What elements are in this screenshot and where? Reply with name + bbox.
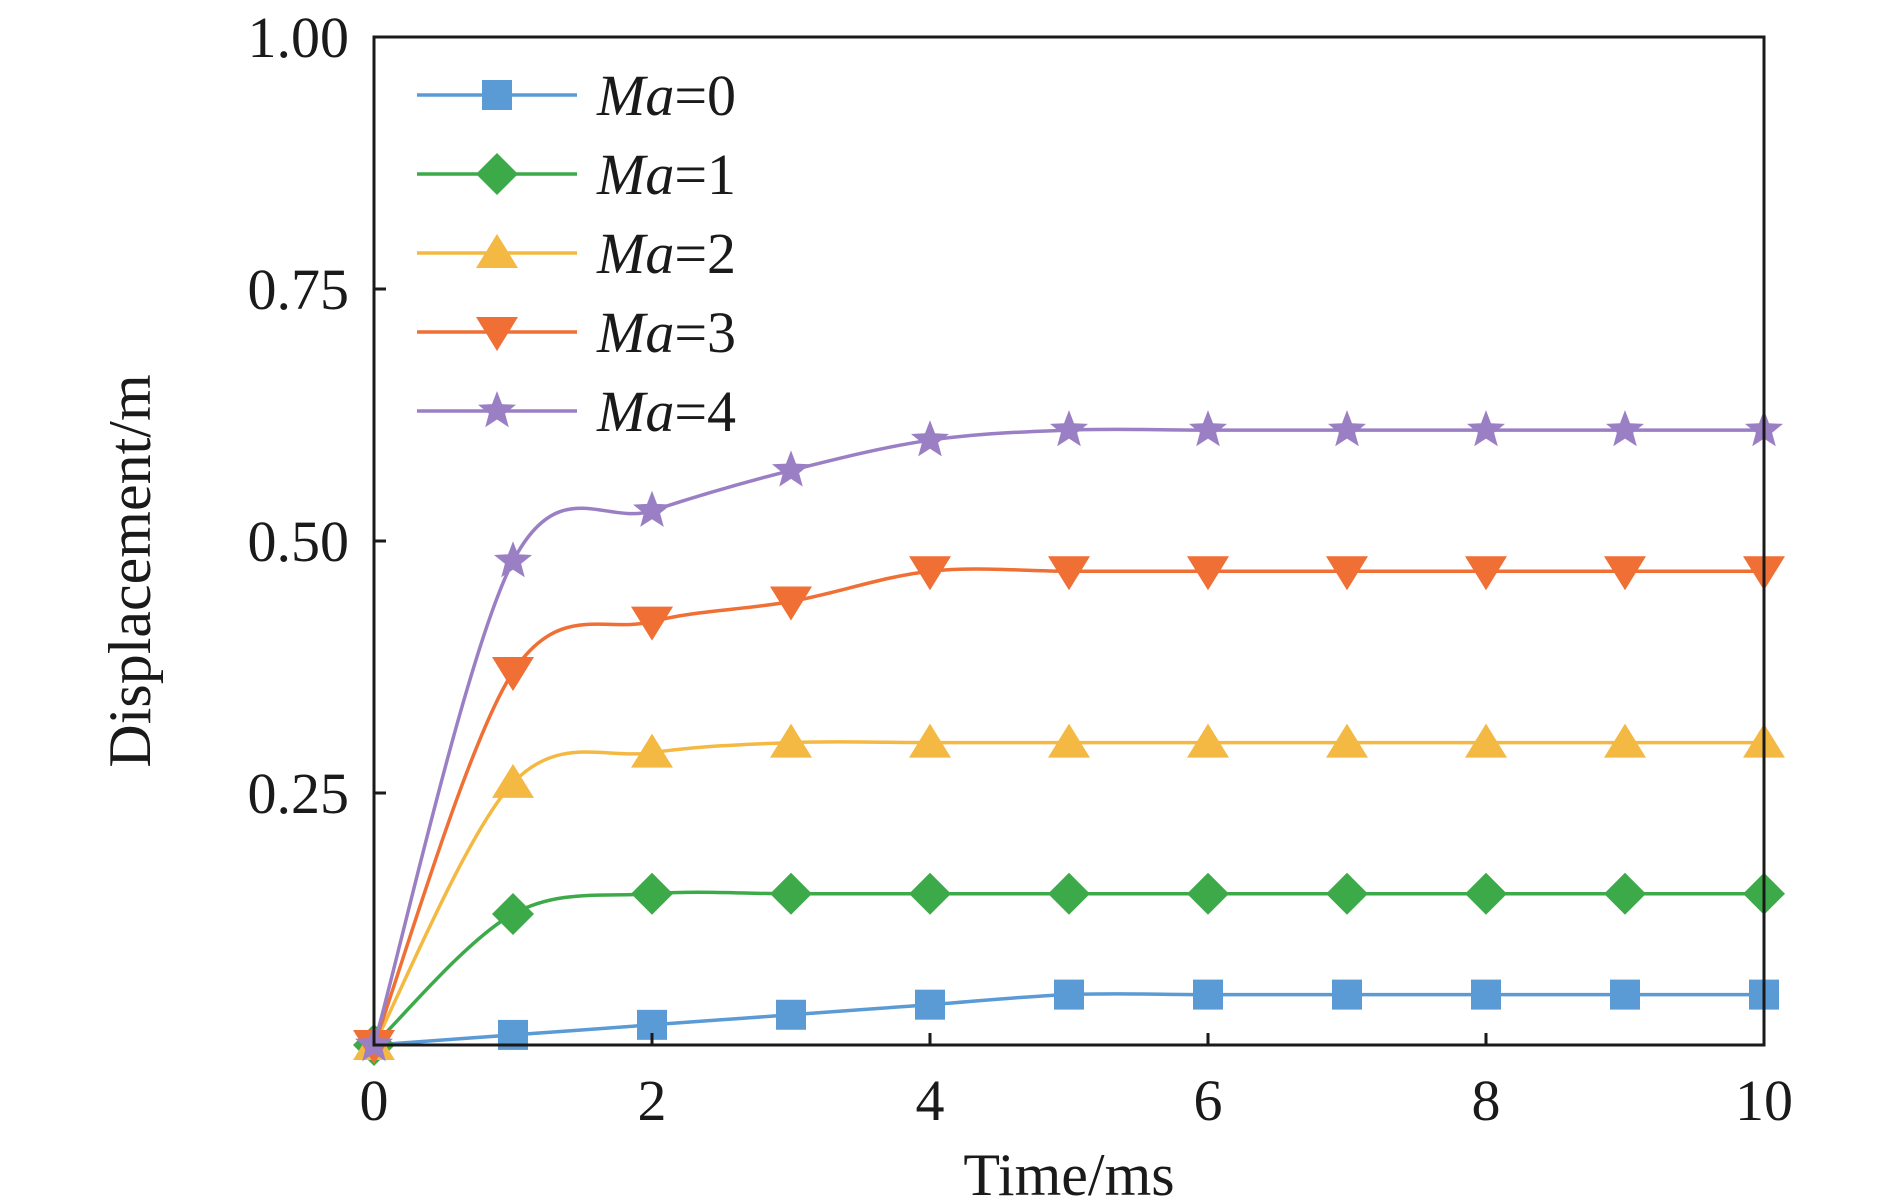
y-axis-title: Displacement/m — [97, 374, 163, 767]
data-point — [1048, 556, 1090, 591]
data-point — [1187, 556, 1229, 591]
data-point — [1326, 872, 1368, 915]
legend-label-value: =4 — [674, 379, 736, 444]
y-tick-label: 0.50 — [248, 509, 350, 574]
data-point — [1328, 410, 1366, 447]
series-layer — [353, 410, 1785, 1066]
data-point — [1610, 979, 1640, 1010]
data-point — [492, 763, 534, 798]
data-point — [1471, 979, 1501, 1010]
data-point — [1187, 723, 1229, 758]
x-tick-label: 6 — [1194, 1068, 1223, 1133]
legend-label-value: =1 — [674, 142, 736, 207]
x-tick-label: 8 — [1472, 1068, 1501, 1133]
y-tick-label: 1.00 — [248, 5, 350, 70]
data-point — [631, 733, 673, 768]
data-point — [772, 450, 810, 487]
legend-marker — [482, 80, 512, 110]
legend-label-value: =2 — [674, 221, 736, 286]
data-point — [1465, 723, 1507, 758]
data-point — [770, 872, 812, 915]
legend-label: Ma=1 — [596, 142, 736, 207]
data-point — [1050, 410, 1088, 447]
legend-label-value: =0 — [674, 63, 736, 128]
data-point — [909, 723, 951, 758]
data-point — [1048, 872, 1090, 915]
legend-marker — [476, 317, 518, 351]
data-point — [915, 989, 945, 1020]
series-line — [372, 890, 1764, 1047]
x-tick-label: 10 — [1735, 1068, 1793, 1133]
legend-label-var: Ma — [596, 300, 674, 365]
data-point — [909, 872, 951, 915]
y-tick-label: 0.75 — [248, 257, 350, 322]
y-tick-label: 0.25 — [248, 761, 350, 826]
legend-label-value: =3 — [674, 300, 736, 365]
data-point — [1048, 723, 1090, 758]
data-point — [909, 556, 951, 591]
data-point — [1193, 979, 1223, 1010]
legend-label-var: Ma — [596, 221, 674, 286]
data-point — [1326, 556, 1368, 591]
legend-label-var: Ma — [596, 379, 674, 444]
data-point — [492, 892, 534, 935]
data-point — [1606, 410, 1644, 447]
legend-label: Ma=2 — [596, 221, 736, 286]
data-point — [1465, 872, 1507, 915]
legend-item: Ma=4 — [417, 379, 736, 444]
legend-item: Ma=1 — [417, 142, 736, 207]
data-point — [911, 420, 949, 457]
legend-label: Ma=4 — [596, 379, 736, 444]
data-point — [1326, 723, 1368, 758]
data-point — [1332, 979, 1362, 1010]
legend-marker — [478, 391, 516, 428]
data-point — [1604, 556, 1646, 591]
x-axis-title: Time/ms — [963, 1142, 1174, 1203]
legend-label: Ma=0 — [596, 63, 736, 128]
legend-label-var: Ma — [596, 142, 674, 207]
legend-label-var: Ma — [596, 63, 674, 128]
data-point — [1054, 979, 1084, 1010]
data-point — [631, 872, 673, 915]
data-point — [631, 606, 673, 641]
data-point — [1604, 872, 1646, 915]
data-point — [770, 586, 812, 621]
data-point — [770, 723, 812, 758]
data-point — [1465, 556, 1507, 591]
x-tick-label: 2 — [638, 1068, 667, 1133]
legend-item: Ma=3 — [417, 300, 736, 365]
x-tick-label: 0 — [360, 1068, 389, 1133]
legend-marker — [476, 234, 518, 268]
data-point — [1189, 410, 1227, 447]
series-line — [372, 567, 1764, 1046]
series-0 — [359, 979, 1779, 1060]
data-point — [1604, 723, 1646, 758]
ticks-layer: 0 2 4 6 8 10 0.25 0.50 0.75 1.00 — [248, 5, 1794, 1133]
data-point — [492, 657, 534, 692]
legend-marker — [476, 153, 518, 195]
data-point — [1467, 410, 1505, 447]
series-1 — [353, 872, 1785, 1066]
legend: Ma=0Ma=1Ma=2Ma=3Ma=4 — [417, 63, 736, 444]
x-tick-label: 4 — [916, 1068, 945, 1133]
data-point — [1187, 872, 1229, 915]
series-line — [372, 740, 1764, 1046]
data-point — [494, 541, 532, 578]
data-point — [776, 999, 806, 1030]
legend-item: Ma=2 — [417, 221, 736, 286]
legend-label: Ma=3 — [596, 300, 736, 365]
legend-item: Ma=0 — [417, 63, 736, 128]
data-point — [633, 490, 671, 527]
